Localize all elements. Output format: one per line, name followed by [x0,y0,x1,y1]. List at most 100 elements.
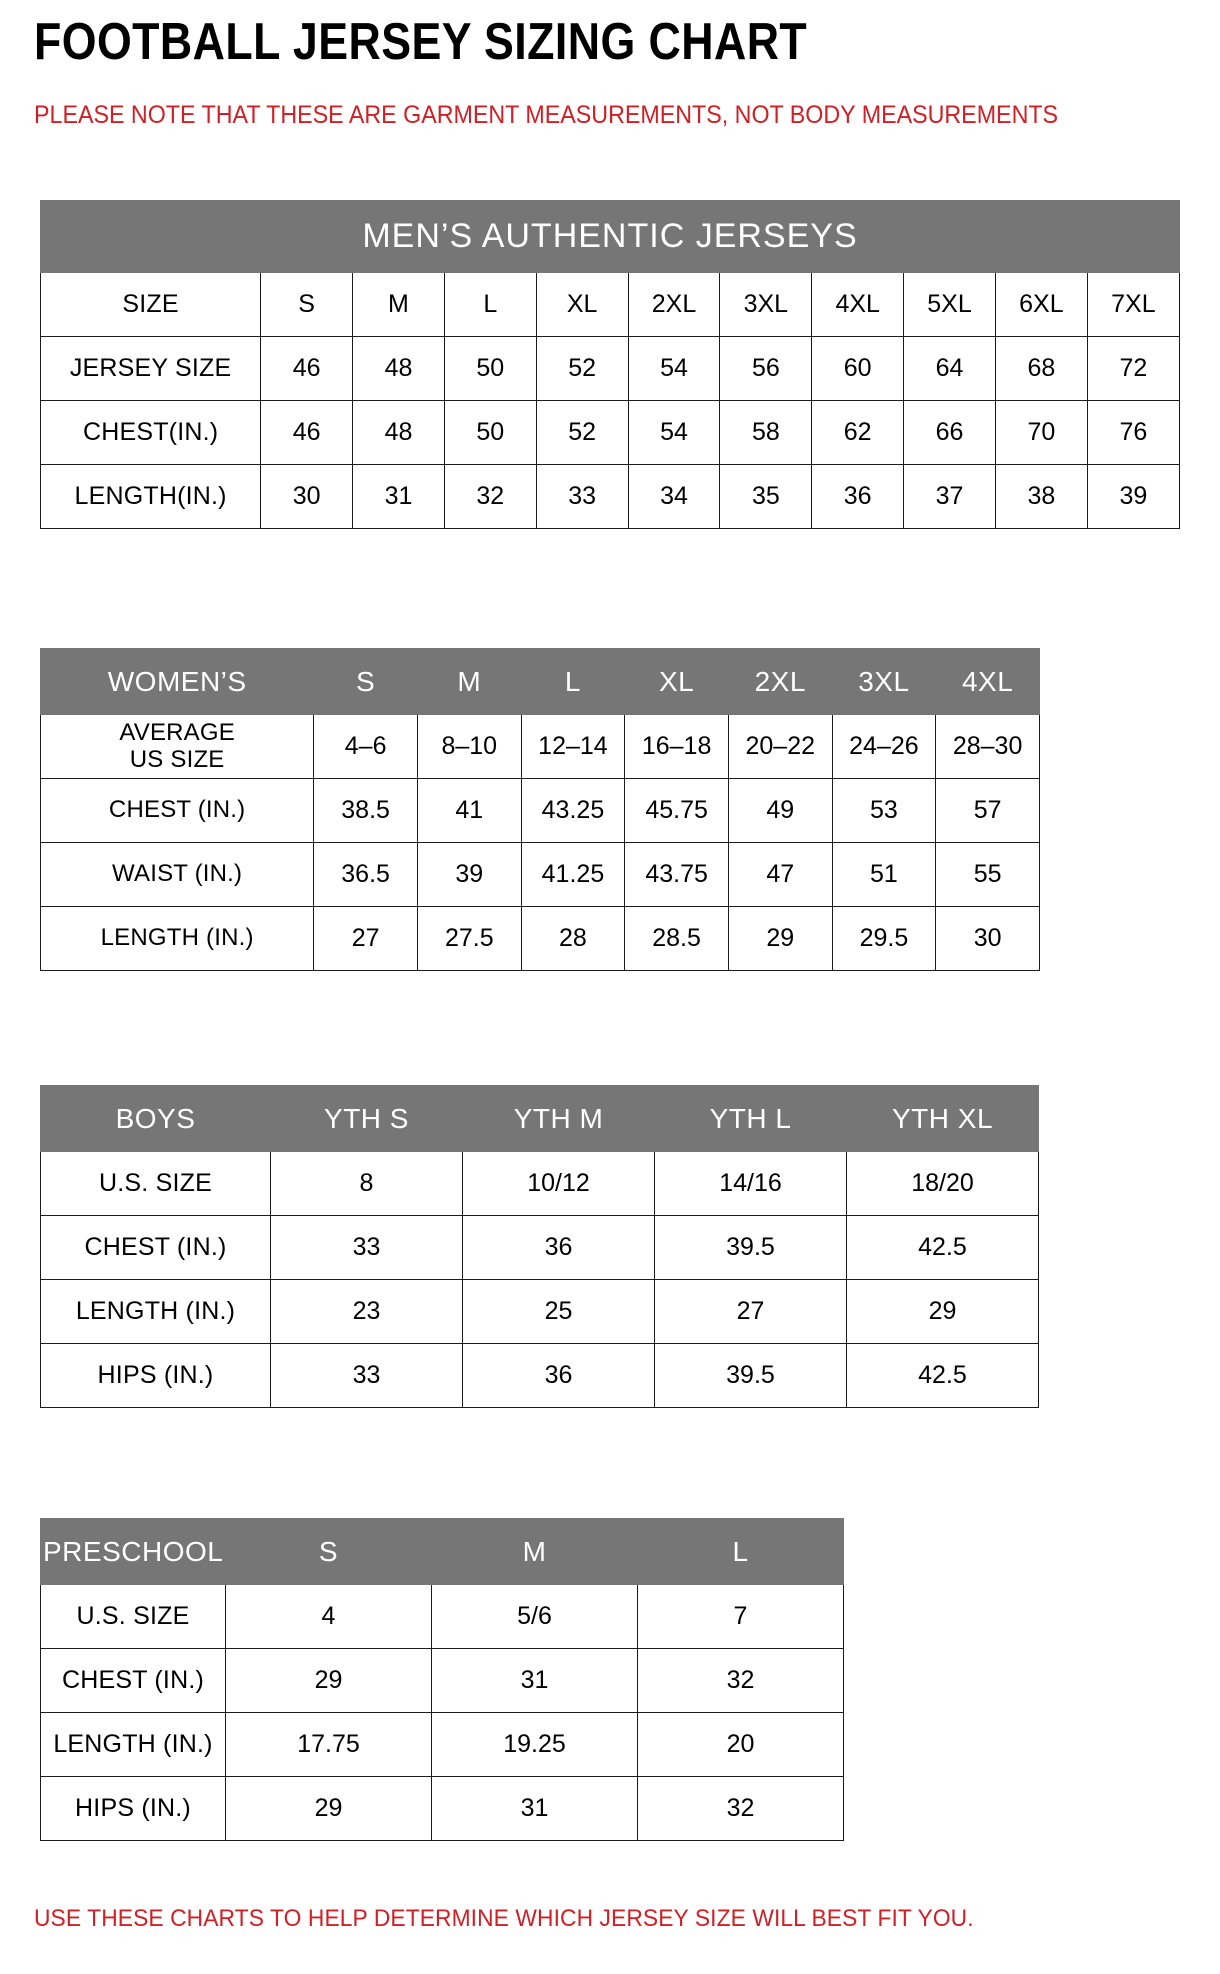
data-cell: 31 [431,1648,638,1713]
data-cell: 64 [903,336,996,401]
size-header-cell: L [520,648,626,715]
data-cell: 47 [727,842,833,907]
data-cell: 58 [719,400,813,465]
data-cell: 48 [352,400,445,465]
row-label: HIPS (IN.) [40,1343,271,1408]
data-cell: 53 [831,778,937,843]
data-cell: 39.5 [654,1215,847,1280]
data-cell: 51 [831,842,937,907]
table-row: PRESCHOOL S M L [40,1518,844,1585]
table-row: BOYS YTH S YTH M YTH L YTH XL [40,1085,1039,1152]
row-label: LENGTH(IN.) [39,464,262,529]
row-label: U.S. SIZE [40,1584,226,1649]
data-cell: 54 [627,336,721,401]
data-cell: 38 [994,464,1088,529]
data-cell: 39.5 [654,1343,847,1408]
size-header-cell: 2XL [627,272,721,337]
table-row: LENGTH(IN.) 30 31 32 33 34 35 36 37 38 3… [39,464,1181,529]
data-cell: 14/16 [654,1151,847,1216]
data-cell: 33 [535,464,629,529]
data-cell: 24–26 [831,714,937,779]
data-cell: 68 [994,336,1088,401]
size-header-cell: 4XL [811,272,905,337]
size-header-cell: 4XL [935,648,1040,715]
row-label: HIPS (IN.) [40,1776,226,1841]
size-header-cell: XL [624,648,729,715]
data-cell: 4 [225,1584,432,1649]
data-cell: 31 [352,464,445,529]
data-cell: 39 [1086,464,1181,529]
data-cell: 42.5 [846,1215,1039,1280]
data-cell: 18/20 [846,1151,1039,1216]
table-row: CHEST (IN.) 33 36 39.5 42.5 [40,1215,1039,1280]
table-row: LENGTH (IN.) 17.75 19.25 20 [40,1712,844,1777]
data-cell: 60 [811,336,905,401]
table-row: CHEST (IN.) 38.5 41 43.25 45.75 49 53 57 [39,778,1040,843]
data-cell: 56 [719,336,813,401]
size-header-cell: L [637,1518,844,1585]
data-cell: 62 [811,400,905,465]
data-cell: 36 [811,464,905,529]
size-header-cell: 2XL [727,648,833,715]
size-header-cell: L [443,272,537,337]
column-header-size: SIZE [39,272,262,337]
data-cell: 29 [225,1648,432,1713]
data-cell: 35 [719,464,813,529]
data-cell: 8–10 [416,714,522,779]
table-row: HIPS (IN.) 33 36 39.5 42.5 [40,1343,1039,1408]
data-cell: 32 [443,464,537,529]
data-cell: 43.25 [520,778,626,843]
data-cell: 30 [935,906,1040,971]
table-row: WAIST (IN.) 36.5 39 41.25 43.75 47 51 55 [39,842,1040,907]
preschool-header-label: PRESCHOOL [40,1518,226,1585]
row-label: CHEST (IN.) [40,1215,271,1280]
table-row: U.S. SIZE 8 10/12 14/16 18/20 [40,1151,1039,1216]
page-title: FOOTBALL JERSEY SIZING CHART [34,13,808,71]
data-cell: 42.5 [846,1343,1039,1408]
size-header-cell: M [352,272,445,337]
data-cell: 19.25 [431,1712,638,1777]
data-cell: 29 [225,1776,432,1841]
table-row: CHEST(IN.) 46 48 50 52 54 58 62 66 70 76 [39,400,1181,465]
data-cell: 25 [462,1279,655,1344]
row-label: AVERAGE US SIZE [39,714,315,779]
size-header-cell: YTH XL [846,1085,1039,1152]
data-cell: 31 [431,1776,638,1841]
mens-sizing-table: MEN’S AUTHENTIC JERSEYS SIZE S M L XL 2X… [39,200,1181,529]
data-cell: 54 [627,400,721,465]
size-header-cell: 6XL [994,272,1088,337]
data-cell: 32 [637,1776,844,1841]
table-row: JERSEY SIZE 46 48 50 52 54 56 60 64 68 7… [39,336,1181,401]
mens-banner: MEN’S AUTHENTIC JERSEYS [40,200,1180,273]
table-row: LENGTH (IN.) 27 27.5 28 28.5 29 29.5 30 [39,906,1040,971]
size-header-cell: S [225,1518,432,1585]
data-cell: 43.75 [624,842,729,907]
data-cell: 36.5 [313,842,418,907]
data-cell: 36 [462,1343,655,1408]
data-cell: 27 [654,1279,847,1344]
data-cell: 33 [270,1215,463,1280]
table-row: AVERAGE US SIZE 4–6 8–10 12–14 16–18 20–… [39,714,1040,779]
data-cell: 57 [935,778,1040,843]
data-cell: 20 [637,1712,844,1777]
size-header-cell: YTH M [462,1085,655,1152]
data-cell: 36 [462,1215,655,1280]
table-row: LENGTH (IN.) 23 25 27 29 [40,1279,1039,1344]
data-cell: 29.5 [831,906,937,971]
row-label: LENGTH (IN.) [40,1279,271,1344]
data-cell: 7 [637,1584,844,1649]
row-label: JERSEY SIZE [39,336,262,401]
garment-measurement-note: PLEASE NOTE THAT THESE ARE GARMENT MEASU… [34,101,1059,129]
data-cell: 72 [1086,336,1181,401]
table-row: SIZE S M L XL 2XL 3XL 4XL 5XL 6XL 7XL [39,272,1181,337]
data-cell: 52 [535,400,629,465]
row-label: CHEST(IN.) [39,400,262,465]
data-cell: 41.25 [520,842,626,907]
row-label: U.S. SIZE [40,1151,271,1216]
table-row: MEN’S AUTHENTIC JERSEYS [40,200,1180,273]
data-cell: 39 [416,842,522,907]
data-cell: 76 [1086,400,1181,465]
womens-header-label: WOMEN’S [39,648,315,715]
data-cell: 8 [270,1151,463,1216]
